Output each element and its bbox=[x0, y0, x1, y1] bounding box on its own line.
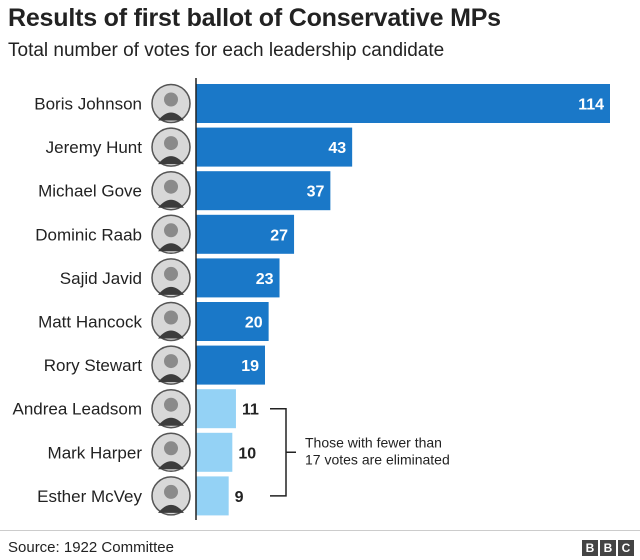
portrait-icon bbox=[151, 258, 191, 298]
candidate-label: Rory Stewart bbox=[44, 356, 143, 375]
portrait-body bbox=[158, 112, 184, 121]
bar bbox=[196, 432, 233, 472]
portrait-icon bbox=[151, 345, 191, 385]
value-label: 23 bbox=[256, 271, 274, 288]
portrait-head bbox=[164, 310, 178, 325]
portrait-body bbox=[158, 156, 184, 165]
portrait-head bbox=[164, 179, 178, 194]
bar bbox=[196, 84, 610, 123]
portrait-head bbox=[164, 397, 178, 412]
candidate-label: Matt Hancock bbox=[38, 313, 142, 332]
portrait-body bbox=[158, 286, 184, 295]
value-label: 10 bbox=[238, 445, 256, 462]
bar-chart: Boris Johnson 114 Jeremy Hunt 43 Michael Gov… bbox=[13, 78, 610, 520]
bar bbox=[196, 127, 353, 167]
annotation-text: Those with fewer than bbox=[305, 434, 442, 450]
portrait-body bbox=[158, 243, 184, 252]
portrait-body bbox=[158, 330, 184, 339]
bar bbox=[196, 389, 236, 429]
bar bbox=[196, 258, 280, 298]
value-label: 19 bbox=[241, 358, 259, 375]
portrait-icon bbox=[151, 214, 191, 255]
candidate-label: Esther McVey bbox=[37, 487, 142, 506]
portrait-icon bbox=[151, 170, 191, 211]
bar bbox=[196, 214, 295, 254]
bar bbox=[196, 302, 269, 341]
portrait-head bbox=[164, 266, 178, 281]
value-label: 43 bbox=[328, 140, 346, 157]
portrait-head bbox=[164, 484, 178, 499]
portrait-body bbox=[158, 461, 184, 470]
portrait-body bbox=[158, 199, 184, 208]
annotation-text: 17 votes are eliminated bbox=[305, 451, 450, 467]
value-label: 11 bbox=[242, 402, 259, 419]
logo-letter: B bbox=[600, 540, 616, 556]
portrait-body bbox=[158, 374, 184, 383]
portrait-icon bbox=[151, 432, 191, 473]
candidate-label: Sajid Javid bbox=[60, 269, 142, 288]
portrait-body bbox=[158, 504, 184, 513]
logo-letter: B bbox=[582, 540, 598, 556]
footer-divider bbox=[0, 530, 640, 531]
portrait-head bbox=[164, 354, 178, 369]
portrait-head bbox=[164, 441, 178, 456]
portrait-head bbox=[164, 223, 178, 238]
bar bbox=[196, 345, 265, 385]
portrait-head bbox=[164, 92, 178, 107]
chart-subtitle: Total number of votes for each leadershi… bbox=[8, 40, 445, 61]
elimination-bracket bbox=[270, 407, 296, 497]
value-label: 20 bbox=[245, 315, 263, 332]
candidate-label: Jeremy Hunt bbox=[46, 138, 143, 157]
bbc-logo: B B C bbox=[582, 540, 634, 556]
portrait-icon bbox=[151, 83, 191, 124]
candidate-label: Boris Johnson bbox=[34, 95, 142, 114]
source-note: Source: 1922 Committee bbox=[8, 539, 174, 556]
portrait-icon bbox=[151, 476, 191, 516]
bar bbox=[196, 476, 229, 516]
value-label: 27 bbox=[270, 227, 288, 244]
logo-letter: C bbox=[618, 540, 634, 556]
portrait-body bbox=[158, 417, 184, 426]
value-label: 114 bbox=[578, 97, 604, 114]
portrait-head bbox=[164, 136, 178, 151]
bar bbox=[196, 171, 331, 211]
candidate-label: Andrea Leadsom bbox=[13, 400, 142, 419]
chart-title: Results of first ballot of Conservative … bbox=[8, 4, 501, 32]
candidate-label: Dominic Raab bbox=[35, 225, 142, 244]
portrait-icon bbox=[151, 388, 191, 429]
value-label: 9 bbox=[235, 489, 244, 506]
value-label: 37 bbox=[307, 184, 325, 201]
portrait-icon bbox=[151, 127, 191, 167]
portrait-icon bbox=[151, 301, 191, 342]
candidate-label: Mark Harper bbox=[48, 443, 143, 462]
candidate-label: Michael Gove bbox=[38, 182, 142, 201]
